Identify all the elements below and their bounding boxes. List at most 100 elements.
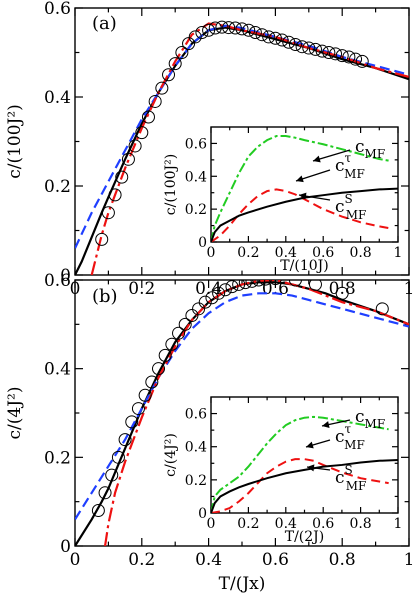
panel-b-point — [145, 375, 159, 389]
panel-b-xtick-label: 0.6 — [262, 550, 289, 570]
panel-a-annotation-1: cτ MF — [335, 151, 365, 181]
panel-a-point — [288, 37, 302, 51]
panel-a-annotation-sup: S — [345, 192, 353, 206]
panel-b-inset-series-solid-black — [211, 458, 398, 513]
panel-a-point — [302, 41, 316, 55]
panel-a-inset-xtick-label: 0.6 — [312, 245, 334, 261]
panel-a-ytick-label: 0.2 — [44, 177, 71, 197]
panel-a-point — [108, 188, 122, 202]
panel-b-ytick-label: 0.6 — [44, 271, 71, 291]
panel-a-point — [188, 30, 202, 44]
panel-a-inset-xtick-label: 0.2 — [237, 245, 259, 261]
panel-b-point — [125, 415, 139, 429]
panel-a-point — [202, 23, 216, 37]
panel-b-series-dash-dot-red — [103, 280, 409, 546]
panel-a-point — [148, 94, 162, 108]
panel-a-annotation-main: c — [335, 197, 345, 217]
panel-a-point — [282, 35, 296, 49]
panel-b-point — [225, 280, 239, 294]
panel-a-point — [329, 47, 343, 61]
panel-b-xtick-label: 0.8 — [329, 550, 356, 570]
panel-a-point — [135, 126, 149, 140]
panel-a-annotation-0: cMF — [355, 137, 385, 161]
panel-a-annotation-main: c — [335, 156, 345, 176]
panel-a-annotation-2: cS MF — [335, 192, 366, 222]
panel-a-point — [275, 33, 289, 47]
panel-b-inset-ytick-label: 0.2 — [185, 473, 207, 489]
panel-b-annotation-sub: MF — [365, 417, 386, 431]
panel-b-label: (b) — [92, 286, 118, 307]
panel-a-point — [262, 30, 276, 44]
panel-a-inset-ytick-label: 0.6 — [185, 136, 207, 152]
panel-b-annotation-1: cτ MF — [335, 422, 365, 452]
panel-a-annotation-main: c — [355, 137, 365, 157]
panel-a-point — [322, 46, 336, 59]
panel-a: 0 0.2 0.4 0.6 0.8 1 0 0.2 0.4 0.6 c/(100J²) (a) 0 0.2… — [5, 0, 414, 299]
panel-b-annotation-sub: MF — [346, 479, 367, 493]
panel-a-inset-series-dash-dot-green — [211, 135, 389, 242]
panel-a-annotation-arrow-head — [313, 155, 321, 163]
panel-a-point — [242, 23, 256, 37]
panel-a-point — [168, 57, 182, 71]
panel-a-inset-xtick-label: 0.4 — [275, 245, 297, 261]
panel-b-inset-xtick-label: 1 — [394, 516, 403, 532]
panel-a-annotation-sub: MF — [344, 167, 365, 181]
panel-a-point — [315, 44, 329, 58]
panel-b-point — [198, 295, 212, 309]
panel-a-inset-plot-area — [211, 135, 398, 242]
panel-b-point — [131, 402, 145, 416]
panel-a-point — [121, 152, 135, 166]
panel-a-point — [268, 31, 282, 45]
panel-b-point — [308, 280, 322, 291]
panel-b-inset-xtick-label: 0.4 — [275, 516, 297, 532]
panel-b-point — [91, 504, 105, 518]
panel-b-plot-area — [75, 280, 409, 546]
panel-b-point — [375, 302, 389, 316]
panel-b-point — [138, 388, 152, 402]
panel-a-point — [222, 21, 236, 35]
panel-b-inset-ytick-label: 0.6 — [185, 407, 207, 423]
panel-a-point — [349, 52, 363, 66]
panel-b-inset: 0 0.2 0.4 0.6 0.8 100.20.40.6c/(4J²)T/(2J)cMF… — [163, 396, 403, 545]
panel-b-ytick-label: 0 — [60, 537, 71, 557]
panel-b-annotation-main: c — [355, 407, 365, 427]
panel-b-inset-ylabel: c/(4J²) — [163, 433, 179, 477]
panel-b-point — [105, 468, 119, 482]
panel-b-annotation-sup: S — [345, 463, 353, 477]
panel-b-xtick-label: 0.4 — [195, 550, 222, 570]
panel-a-annotation-arrow-head — [296, 175, 304, 183]
panel-b-inset-ytick-label: 0 — [198, 506, 207, 522]
panel-b-point — [232, 280, 246, 291]
panel-a-point — [228, 21, 242, 35]
panel-a-ytick-label: 0.6 — [44, 0, 71, 19]
panel-b-inset-xlabel: T/(2J) — [285, 529, 325, 545]
panel-b-point — [218, 283, 232, 297]
panel-b-inset-xtick-label: 0 — [207, 516, 216, 532]
panel-a-point — [162, 68, 176, 82]
panel-a-point — [195, 25, 209, 39]
panel-a-point — [128, 139, 142, 153]
panel-b-point — [185, 308, 199, 322]
panel-a-series-dash-dot-red — [90, 22, 409, 275]
panel-a-point — [355, 54, 369, 68]
panel-a-point — [175, 46, 189, 59]
panel-a-point — [308, 42, 322, 56]
panel-b-inset-xtick-label: 0.6 — [312, 516, 334, 532]
panel-b-point — [252, 280, 266, 287]
panel-b-point — [238, 280, 252, 290]
panel-a-inset-xtick-label: 0 — [207, 245, 216, 261]
panel-b-inset-ytick-label: 0.4 — [185, 440, 207, 456]
panel-b-inset-xtick-label: 0.2 — [237, 516, 259, 532]
panel-b-annotation-2: cS MF — [335, 463, 366, 493]
panel-b-series-dashed-blue — [75, 292, 409, 520]
panel-a-inset-ylabel: c/(100J²) — [163, 154, 179, 215]
panel-a-point — [295, 40, 309, 54]
panel-b-annotation-arrow-head — [307, 464, 315, 472]
panel-a-inset-xtick-label: 0.8 — [349, 245, 371, 261]
panel-b-annotation-sub: MF — [344, 438, 365, 452]
panel-b-point — [152, 362, 165, 376]
panel-b-annotation-main: c — [335, 427, 345, 447]
panel-a-point — [215, 20, 229, 34]
panel-b-point — [118, 433, 132, 447]
